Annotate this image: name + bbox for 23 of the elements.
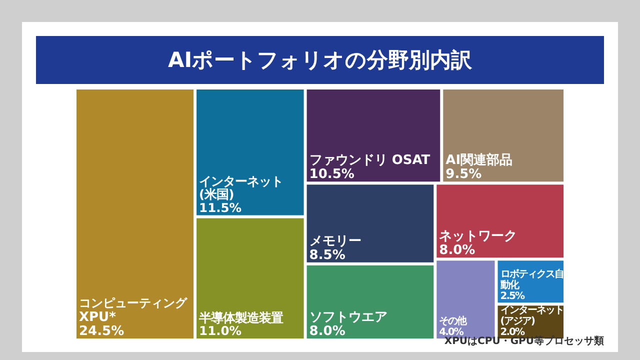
data-label: 10.5% [309,167,354,182]
data-label: 8.0% [309,324,346,339]
text: AIポートフォリオの分野別内訳 [36,36,604,84]
data-label: 9.5% [446,167,482,182]
data-label: 8.5% [309,248,346,263]
category-label: AI関連部品 [446,152,513,168]
data-label: 2.5% [500,291,525,302]
data-label: 24.5% [79,324,124,339]
category-label: ファウンドリ OSAT [309,153,430,168]
category-label: インターネット (米国) [199,174,284,202]
data-label: 2.0% [500,327,525,338]
category-label: ソフトウエア [309,310,388,325]
data-label: 11.5% [199,200,242,215]
category-label: 半導体製造装置 [198,310,284,325]
category-label: ロボティクス自動化 [499,268,564,292]
category-label: コンピューティング XPU* [79,296,188,325]
category-label: その他 [439,315,468,327]
category-label: ネットワーク [439,229,518,244]
data-label: 11.0% [199,324,242,338]
data-label: 4.0% [439,327,464,338]
category-label: インターネット (アジア) [500,305,564,327]
category-label: メモリー [309,234,362,249]
data-label: 8.0% [439,243,476,258]
